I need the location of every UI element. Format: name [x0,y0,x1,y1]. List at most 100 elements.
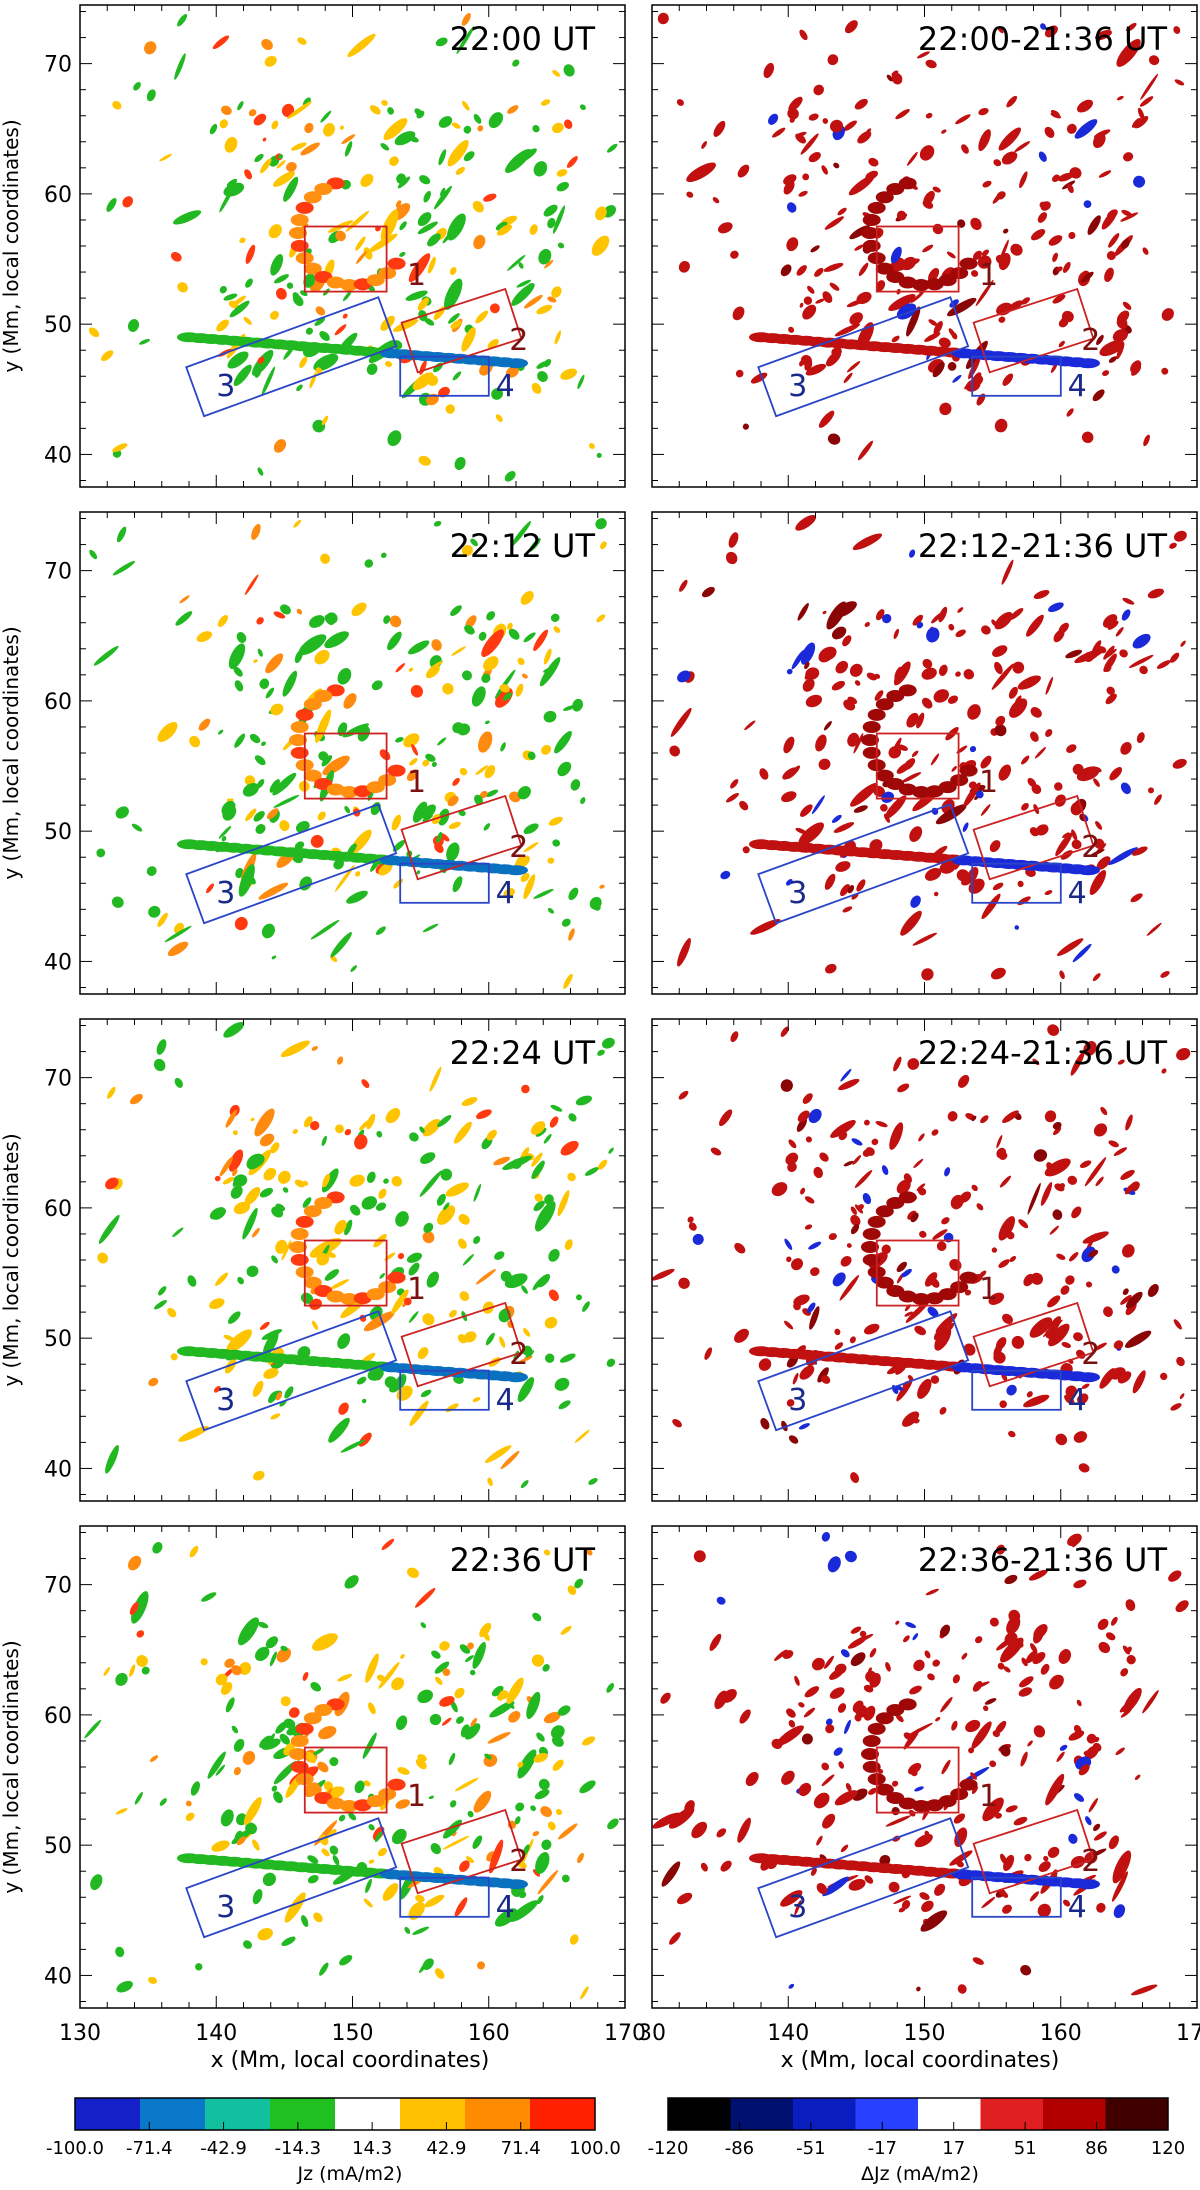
field-blob [803,1707,816,1718]
field-blob [1179,1393,1185,1400]
field-blob [266,808,279,820]
region-box-4 [971,1369,1062,1411]
field-blob [337,1056,344,1065]
field-blob [1160,1372,1168,1381]
field-blob [442,1835,470,1850]
field-blob [105,1177,119,1190]
field-blob [302,1671,309,1681]
field-blob [827,54,839,66]
field-blob [146,89,156,102]
field-blob [1019,1676,1034,1688]
field-blob [517,1749,537,1779]
field-blob [531,1160,545,1180]
field-blob [709,1633,722,1651]
field-blob [442,683,454,695]
field-blobs [652,1532,1189,1996]
field-blob [221,836,227,842]
hook-segment [959,1778,978,1791]
y-tick-label: 60 [44,183,72,208]
field-blob [237,101,244,111]
field-blob [473,1183,482,1202]
field-blob [1093,132,1106,149]
field-blob [212,35,230,50]
field-blob [1071,839,1082,850]
field-blob [483,823,491,831]
field-blob [256,617,264,625]
field-blob [548,1289,559,1302]
field-blob [454,457,466,470]
field-blob [552,839,561,847]
field-blob [932,1229,948,1240]
field-blob [394,131,416,146]
field-blob [532,125,540,133]
field-blob [279,820,290,832]
field-blob [1039,201,1046,208]
field-blob [532,1612,542,1622]
field-blob [920,1910,948,1932]
field-blob [179,595,190,604]
field-blob [999,256,1006,264]
field-blob [459,767,468,776]
field-blob [1111,1871,1129,1902]
field-blob [883,813,891,823]
field-blob [1113,1147,1128,1156]
field-blob [494,1908,518,1927]
field-blob [806,1366,812,1373]
field-blob [224,1358,237,1374]
field-blob [1026,1391,1033,1398]
y-tick-label: 70 [44,560,72,585]
field-blob [916,622,924,629]
field-blob [787,1162,797,1172]
field-blob [245,808,257,822]
field-blob [477,125,484,132]
field-blob [793,1294,810,1306]
field-blob [1023,1273,1035,1287]
field-blob [218,729,224,735]
field-blob [518,1891,527,1899]
field-blob [503,888,515,898]
field-blob [446,213,466,241]
field-blob [961,1652,968,1660]
field-blob [296,608,303,615]
field-blob [282,1187,289,1193]
field-blob [963,782,981,807]
field-blob [312,1748,324,1756]
field-blob [802,304,817,320]
field-blob [366,363,378,375]
field-blob [850,1472,860,1484]
field-blob [395,737,404,743]
field-blob [561,1874,570,1883]
hook-segment [886,1704,905,1716]
field-blob [512,59,520,67]
field-blob [254,1646,270,1662]
field-blob [416,870,421,875]
field-blob [459,1644,471,1654]
field-blob [134,1791,143,1805]
field-blob [600,541,607,550]
field-blob [771,1182,788,1197]
field-blob [965,1719,981,1733]
field-blob [469,1669,476,1676]
axis-ticks [79,512,626,994]
field-blob [848,175,875,196]
field-blob [1140,73,1159,101]
field-blob [459,1860,470,1872]
field-blob [808,1241,822,1250]
field-blob [533,888,554,899]
field-blob [379,749,391,761]
region-box-1 [875,1746,960,1814]
field-blob [555,1808,563,1816]
field-blob [219,285,227,294]
field-blob [284,1892,306,1923]
field-blob [1055,1433,1068,1446]
field-blob [259,1187,274,1198]
field-blob [448,821,461,830]
region-box-2 [400,1301,523,1388]
field-blob [275,1203,286,1212]
field-blob [1028,1569,1048,1581]
field-blob [403,733,420,748]
field-blob [992,191,1004,204]
colorbar-segment [140,2098,206,2130]
field-blob [527,751,536,760]
field-blob [112,101,122,110]
